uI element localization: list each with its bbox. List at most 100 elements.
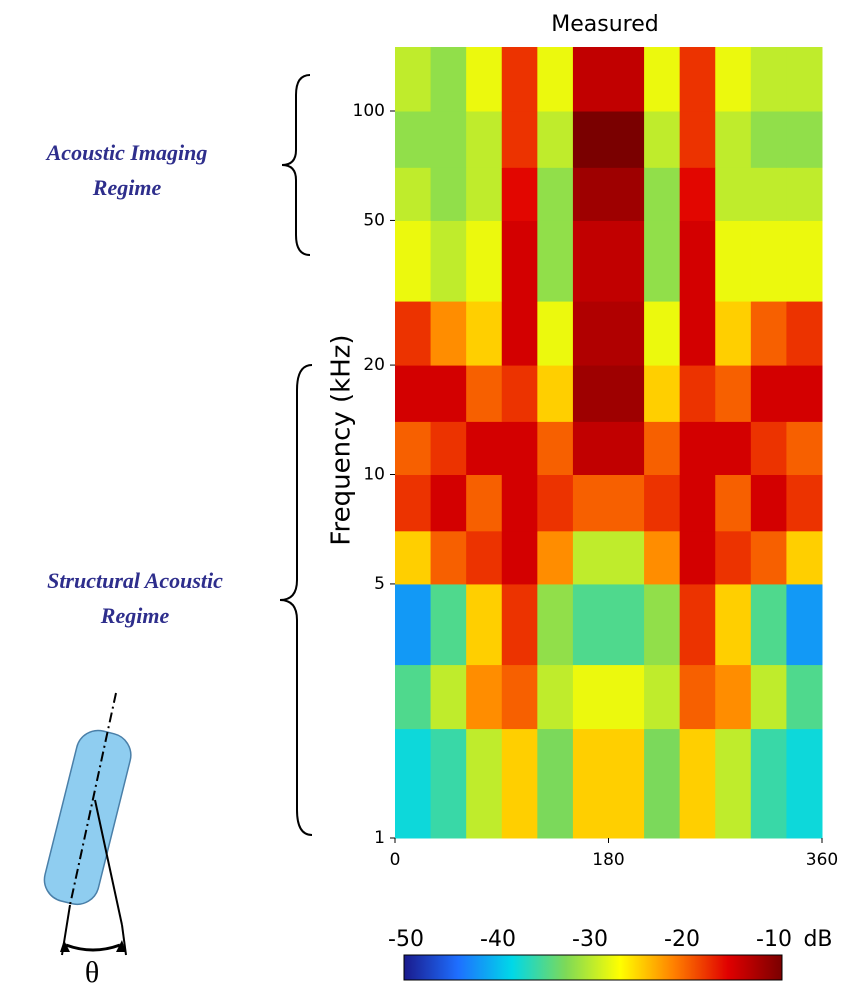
cylinder-icon: [43, 692, 132, 956]
heatmap-cell: [466, 47, 503, 112]
heatmap-cell: [572, 220, 609, 302]
heatmap-cell: [715, 664, 752, 730]
heatmap-cell: [466, 583, 503, 666]
colorbar-tick-label: -40: [480, 927, 516, 952]
heatmap-cell: [395, 111, 432, 168]
heatmap-cell: [501, 530, 538, 585]
heatmap-cell: [644, 111, 681, 168]
heatmap-cell: [572, 47, 609, 112]
colorbar-tick-label: -50: [388, 927, 424, 952]
heatmap-cell: [572, 530, 609, 585]
heatmap-cell: [501, 728, 538, 839]
heatmap-cell: [501, 664, 538, 730]
heatmap-cell: [395, 301, 432, 366]
heatmap-cell: [395, 220, 432, 302]
heatmap-cell: [750, 530, 787, 585]
heatmap-cell: [750, 301, 787, 366]
heatmap-cell: [501, 421, 538, 476]
colorbar-tick-label: -30: [572, 927, 608, 952]
heatmap-cell: [644, 474, 681, 532]
brace: [281, 74, 311, 256]
heatmap-cell: [750, 583, 787, 666]
chart-title: Measured: [551, 12, 658, 37]
colorbar-label: dB: [803, 927, 832, 952]
heatmap-cell: [715, 47, 752, 112]
heatmap-cell: [679, 47, 716, 112]
heatmap-cell: [608, 167, 645, 221]
heatmap-cell: [679, 301, 716, 366]
heatmap-cell: [608, 664, 645, 730]
heatmap-cell: [786, 728, 823, 839]
colorbar-tick-label: -20: [664, 927, 700, 952]
y-tick-label: 50: [363, 210, 385, 230]
heatmap-cell: [644, 421, 681, 476]
heatmap-cell: [608, 474, 645, 532]
heatmap-cell: [501, 47, 538, 112]
heatmap-cell: [430, 111, 467, 168]
heatmap-cell: [644, 365, 681, 422]
heatmap-cell: [644, 583, 681, 666]
x-tick-label: 0: [390, 850, 401, 870]
annotation: Regime: [92, 175, 162, 200]
heatmap-cell: [644, 47, 681, 112]
heatmap-cell: [750, 167, 787, 221]
heatmap-cell: [466, 728, 503, 839]
heatmap-cell: [572, 474, 609, 532]
heatmap-cell: [715, 728, 752, 839]
heatmap-cell: [608, 111, 645, 168]
heatmap-cell: [572, 728, 609, 839]
heatmap-cell: [537, 530, 574, 585]
heatmap-cell: [786, 365, 823, 422]
heatmap-cell: [786, 167, 823, 221]
heatmap-cell: [395, 583, 432, 666]
heatmap-cell: [501, 220, 538, 302]
heatmap-cell: [395, 728, 432, 839]
heatmap-cell: [608, 47, 645, 112]
heatmap-cell: [572, 365, 609, 422]
heatmap-cell: [430, 728, 467, 839]
heatmap-cell: [430, 220, 467, 302]
heatmap-cell: [786, 47, 823, 112]
heatmap-cell: [537, 421, 574, 476]
heatmap-cell: [395, 664, 432, 730]
heatmap-cell: [430, 421, 467, 476]
heatmap-cell: [750, 47, 787, 112]
heatmap-cell: [750, 365, 787, 422]
heatmap-cell: [715, 301, 752, 366]
heatmap-cell: [501, 583, 538, 666]
heatmap-cell: [786, 664, 823, 730]
heatmap-cell: [501, 474, 538, 532]
heatmap-cell: [644, 664, 681, 730]
heatmap-cell: [679, 421, 716, 476]
heatmap-cell: [644, 220, 681, 302]
heatmap-cell: [572, 167, 609, 221]
heatmap-cell: [679, 474, 716, 532]
heatmap-cell: [501, 167, 538, 221]
heatmap-cell: [430, 664, 467, 730]
heatmap-cell: [750, 111, 787, 168]
heatmap-cell: [572, 583, 609, 666]
heatmap-cell: [430, 365, 467, 422]
heatmap-cell: [395, 474, 432, 532]
heatmap-cell: [679, 220, 716, 302]
heatmap-cell: [501, 301, 538, 366]
x-tick-label: 180: [592, 850, 624, 870]
heatmap-cell: [501, 365, 538, 422]
heatmap-cell: [501, 111, 538, 168]
heatmap-cell: [679, 664, 716, 730]
y-tick-label: 1: [374, 828, 385, 848]
heatmap-cell: [608, 530, 645, 585]
heatmap-cell: [466, 111, 503, 168]
heatmap-cell: [466, 474, 503, 532]
heatmap-cell: [537, 167, 574, 221]
heatmap-cell: [786, 111, 823, 168]
heatmap-cell: [537, 111, 574, 168]
heatmap-cell: [430, 474, 467, 532]
heatmap-cell: [608, 220, 645, 302]
heatmap-cell: [537, 728, 574, 839]
heatmap-cell: [430, 47, 467, 112]
heatmap-cell: [608, 728, 645, 839]
heatmap-cell: [466, 664, 503, 730]
heatmap-cell: [715, 583, 752, 666]
heatmap-cell: [679, 365, 716, 422]
